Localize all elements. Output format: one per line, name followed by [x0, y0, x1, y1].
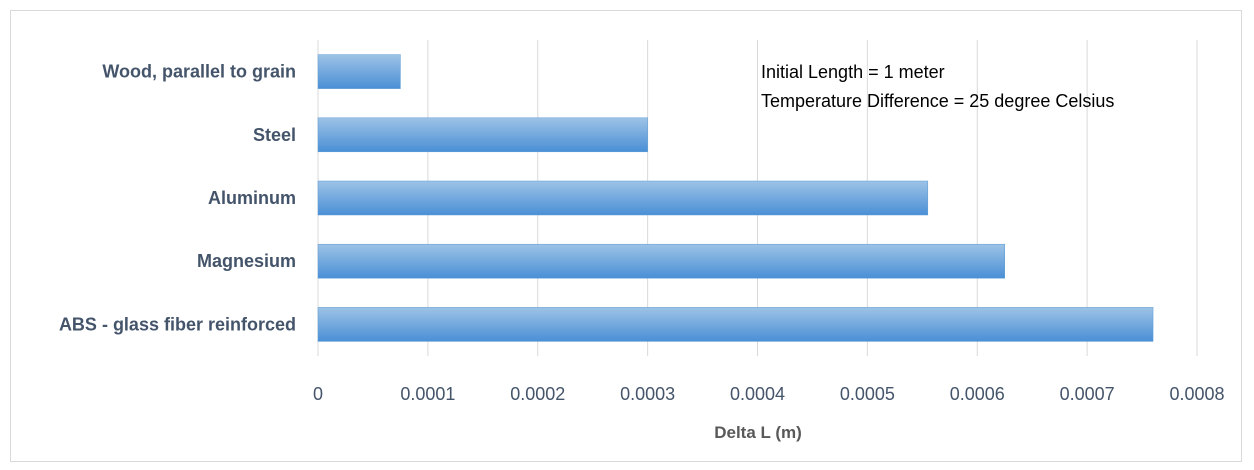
category-label: Magnesium: [197, 251, 296, 271]
x-tick-label: 0.0006: [950, 384, 1005, 404]
chart-frame: [10, 10, 1242, 462]
category-label: ABS - glass fiber reinforced: [59, 314, 296, 334]
bar: [317, 180, 929, 216]
annotation-temperature-difference: Temperature Difference = 25 degree Celsi…: [761, 91, 1114, 111]
x-tick-label: 0.0008: [1169, 384, 1224, 404]
x-tick-labels: 0 0.0001 0.0002 0.0003 0.0004 0.0005 0.0006 0.0…: [313, 384, 1225, 404]
bars: [317, 54, 1154, 342]
x-tick-label: 0.0001: [400, 384, 455, 404]
x-tick-label: 0.0007: [1060, 384, 1115, 404]
x-tick-label: 0.0003: [620, 384, 675, 404]
category-label: Steel: [253, 125, 296, 145]
bar: [317, 54, 401, 89]
bar: [317, 243, 1005, 279]
bar: [317, 307, 1154, 342]
x-tick-label: 0.0002: [510, 384, 565, 404]
category-labels: Wood, parallel to grain Steel Aluminum Magn…: [59, 62, 296, 335]
bar: [317, 117, 648, 153]
category-label: Wood, parallel to grain: [102, 62, 296, 82]
x-tick-label: 0.0004: [730, 384, 785, 404]
x-tick-label: 0.0005: [840, 384, 895, 404]
x-axis-title: Delta L (m): [714, 423, 802, 442]
x-tick-label: 0: [313, 384, 323, 404]
category-label: Aluminum: [208, 188, 296, 208]
annotation-initial-length: Initial Length = 1 meter: [761, 62, 945, 82]
